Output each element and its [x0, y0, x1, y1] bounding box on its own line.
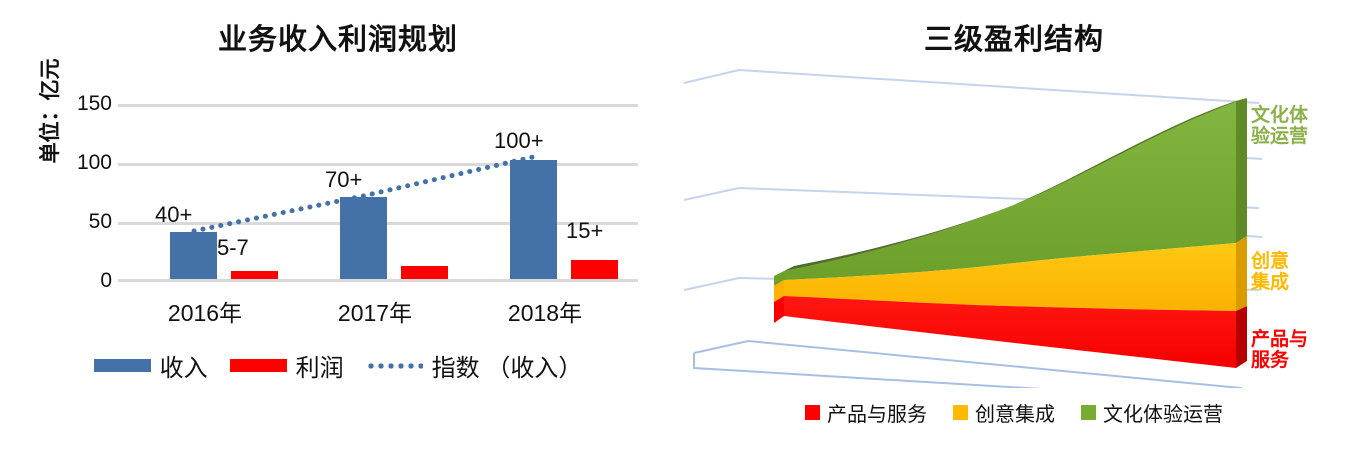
bar-chart-plot-area: 40+ 5-7 70+ 100+ 15+	[118, 104, 638, 282]
right-axis-ticks	[1246, 157, 1263, 238]
area-left-cap-red	[774, 296, 784, 323]
x-axis-labels: 2016年 2017年 2018年	[118, 294, 638, 330]
x-label-2017: 2017年	[337, 300, 413, 326]
y-tick-50: 50	[88, 210, 112, 233]
x-label-2016: 2016年	[167, 300, 243, 326]
side-label-creative-line1: 创意	[1251, 251, 1290, 272]
legend-swatch-product-icon	[805, 405, 820, 420]
legend-label-culture: 文化体验运营	[1103, 404, 1223, 426]
area-band-culture-top-edge	[784, 98, 1247, 271]
legend-label-product: 产品与服务	[827, 404, 927, 426]
gridline-100	[118, 163, 638, 166]
side-label-creative-line2: 集成	[1251, 271, 1290, 293]
y-tick-150: 150	[76, 92, 112, 115]
data-label-income-2017: 70+	[325, 167, 363, 192]
y-tick-0: 0	[100, 269, 112, 292]
legend-label-profit: 利润	[295, 355, 344, 382]
bar-chart-title: 业务收入利润规划	[217, 24, 458, 56]
area-band-creative[interactable]	[784, 243, 1236, 311]
gridline-150	[118, 104, 638, 107]
legend-item-income[interactable]: 收入	[93, 348, 208, 383]
area-left-cap-orange	[774, 280, 784, 302]
area-chart-title: 三级盈利结构	[923, 24, 1104, 56]
area-chart-panel: 三级盈利结构	[676, 0, 1352, 458]
side-label-product-line2: 服务	[1251, 349, 1290, 371]
area-band-creative-side	[1236, 236, 1247, 311]
data-label-profit-2016: 5-7	[217, 235, 249, 260]
legend-swatch-creative-icon	[953, 405, 968, 420]
y-axis-ticks: 150 100 50 0	[48, 93, 112, 291]
bar-income-2016[interactable]	[170, 232, 217, 279]
bar-profit-2017[interactable]	[401, 266, 448, 279]
bar-income-2017[interactable]	[340, 197, 387, 279]
legend-label-creative: 创意集成	[975, 404, 1055, 426]
x-label-2018: 2018年	[507, 300, 583, 326]
legend-swatch-dotted-line-icon	[365, 362, 423, 369]
area-left-cap-green	[774, 271, 784, 286]
gridline-0	[118, 279, 638, 282]
legend-item-profit[interactable]: 利润	[229, 348, 344, 383]
legend-swatch-culture-icon	[1081, 405, 1096, 420]
side-label-culture-line2: 验运营	[1251, 125, 1309, 147]
bar-income-2018[interactable]	[510, 160, 557, 279]
legend-item-index[interactable]: 指数 （收入）	[365, 348, 583, 383]
side-label-product: 产品与 服务	[1251, 329, 1309, 371]
legend-label-index: 指数 （收入）	[431, 355, 583, 382]
bar-profit-2016[interactable]	[231, 271, 278, 279]
legend-item-product[interactable]: 产品与服务	[805, 398, 927, 427]
bar-chart-panel: 业务收入利润规划 单位：亿元 150 100 50 0	[0, 24, 676, 383]
y-tick-100: 100	[76, 151, 112, 174]
area-band-product-side	[1236, 306, 1247, 368]
data-label-profit-2018: 15+	[566, 218, 604, 243]
area-chart-legend: 产品与服务 创意集成 文化体验运营	[676, 398, 1352, 427]
floor-plane	[693, 339, 1242, 388]
data-label-income-2018: 100+	[494, 128, 544, 153]
area-band-culture[interactable]	[784, 101, 1236, 280]
legend-label-income: 收入	[159, 355, 208, 382]
side-label-culture: 文化体 验运营	[1251, 105, 1309, 147]
legend-swatch-income-icon	[93, 359, 151, 372]
data-label-income-2016: 40+	[155, 202, 193, 227]
side-label-culture-line1: 文化体	[1251, 105, 1309, 126]
trendline-index-income	[191, 154, 536, 234]
three-d-stacked-area-plot	[683, 68, 1263, 388]
area-band-culture-side	[1236, 98, 1247, 243]
side-label-product-line1: 产品与	[1251, 329, 1309, 350]
side-label-creative: 创意 集成	[1251, 251, 1290, 293]
bar-chart-legend: 收入 利润 指数 （收入）	[0, 348, 676, 383]
legend-swatch-profit-icon	[229, 359, 287, 372]
legend-item-creative[interactable]: 创意集成	[953, 398, 1055, 427]
bar-profit-2018[interactable]	[571, 260, 618, 279]
area-band-product[interactable]	[784, 296, 1236, 368]
legend-item-culture[interactable]: 文化体验运营	[1081, 398, 1223, 427]
